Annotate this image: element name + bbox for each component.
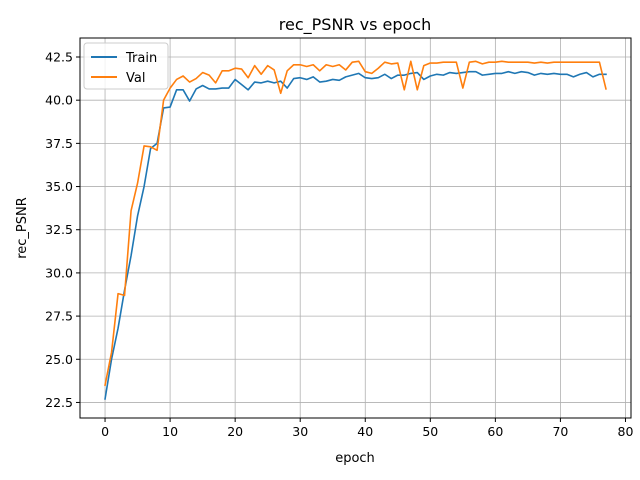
x-tick-label: 20 xyxy=(227,424,243,439)
plot-area xyxy=(80,38,631,418)
y-tick-label: 40.0 xyxy=(45,93,73,108)
chart-title: rec_PSNR vs epoch xyxy=(279,15,431,35)
y-axis-label: rec_PSNR xyxy=(15,197,30,259)
x-tick-label: 80 xyxy=(618,424,634,439)
series-lines xyxy=(104,60,607,400)
y-tick-label: 30.0 xyxy=(45,265,73,280)
x-tick-label: 60 xyxy=(487,424,503,439)
x-tick-label: 70 xyxy=(552,424,568,439)
legend: Train Val xyxy=(83,42,169,90)
series-line-train xyxy=(104,70,607,400)
legend-label-train: Train xyxy=(125,51,157,66)
y-tick-label: 42.5 xyxy=(45,50,73,65)
x-tick-label: 10 xyxy=(162,424,178,439)
legend-label-val: Val xyxy=(126,71,145,86)
plot-frame xyxy=(79,37,632,419)
series-line-val xyxy=(104,60,607,387)
y-axis-ticks: 22.5 25.0 27.5 30.0 32.5 35.0 37.5 40.0 42.5 xyxy=(45,50,80,410)
y-tick-label: 37.5 xyxy=(45,136,73,151)
x-axis-ticks: 0 10 20 30 40 50 60 70 80 xyxy=(101,418,633,439)
y-tick-label: 35.0 xyxy=(45,179,73,194)
x-axis-label: epoch xyxy=(335,451,375,466)
y-tick-label: 32.5 xyxy=(45,222,73,237)
x-tick-label: 0 xyxy=(101,424,109,439)
y-tick-label: 27.5 xyxy=(45,309,73,324)
y-tick-label: 25.0 xyxy=(45,352,73,367)
x-tick-label: 30 xyxy=(292,424,308,439)
y-tick-label: 22.5 xyxy=(45,395,73,410)
x-tick-label: 50 xyxy=(422,424,438,439)
grid-lines xyxy=(80,38,631,418)
x-tick-label: 40 xyxy=(357,424,373,439)
